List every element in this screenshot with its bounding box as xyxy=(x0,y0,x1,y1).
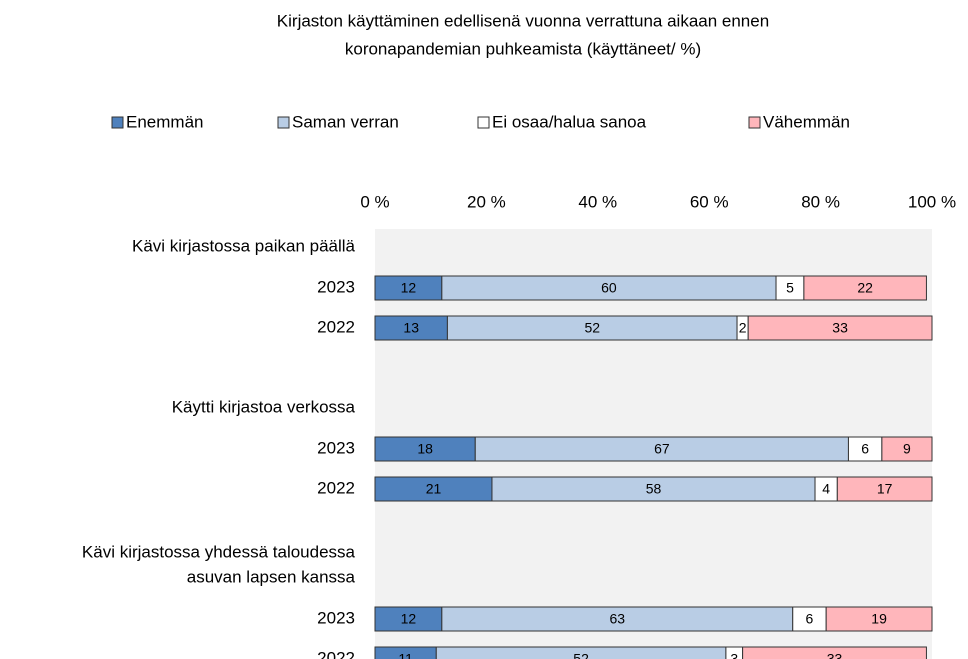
legend-label: Ei osaa/halua sanoa xyxy=(492,112,647,131)
bar-segment xyxy=(775,275,805,301)
bar-segment xyxy=(847,436,883,462)
bar-segment xyxy=(374,436,476,462)
x-tick-label: 80 % xyxy=(801,192,840,211)
bar-segment xyxy=(374,646,437,659)
bar-segment xyxy=(792,606,827,632)
legend-swatch xyxy=(277,116,290,129)
value-label: 13 xyxy=(403,320,419,336)
chart-title: Kirjaston käyttäminen edellisenä vuonna … xyxy=(277,11,769,30)
value-label: 21 xyxy=(426,481,442,497)
bar-segment xyxy=(374,315,448,341)
legend-label: Enemmän xyxy=(126,112,203,131)
group-label: Käytti kirjastoa verkossa xyxy=(172,397,356,416)
legend-label: Saman verran xyxy=(292,112,399,131)
group-label: Kävi kirjastossa yhdessä taloudessa xyxy=(82,542,356,561)
value-label: 18 xyxy=(417,441,433,457)
x-tick-label: 40 % xyxy=(578,192,617,211)
value-label: 17 xyxy=(877,481,893,497)
group-label: asuvan lapsen kanssa xyxy=(187,567,356,586)
value-label: 4 xyxy=(822,481,830,497)
x-tick-label: 100 % xyxy=(908,192,956,211)
bar-segment xyxy=(441,275,777,301)
x-tick-label: 20 % xyxy=(467,192,506,211)
value-label: 5 xyxy=(786,280,794,296)
value-label: 3 xyxy=(730,651,738,659)
bar-segment xyxy=(374,606,443,632)
value-label: 6 xyxy=(861,441,869,457)
y-tick-label: 2022 xyxy=(317,648,355,659)
bar-segment xyxy=(725,646,744,659)
bar-segment xyxy=(825,606,933,632)
bar-segment xyxy=(446,315,738,341)
y-tick-label: 2023 xyxy=(317,438,355,457)
legend-label: Vähemmän xyxy=(763,112,850,131)
bar-segment xyxy=(474,436,849,462)
legend-swatch xyxy=(111,116,124,129)
value-label: 12 xyxy=(401,611,417,627)
value-label: 33 xyxy=(832,320,848,336)
value-label: 60 xyxy=(601,280,617,296)
bar-segment xyxy=(374,476,493,502)
y-tick-label: 2023 xyxy=(317,277,355,296)
bar-segment xyxy=(747,315,933,341)
chart-title: koronapandemian puhkeamista (käyttäneet/… xyxy=(345,39,701,58)
value-label: 67 xyxy=(654,441,670,457)
group-label: Kävi kirjastossa paikan päällä xyxy=(132,236,356,255)
bar-segment xyxy=(836,476,933,502)
bar-segment xyxy=(374,275,443,301)
value-label: 33 xyxy=(827,651,843,659)
y-tick-label: 2022 xyxy=(317,478,355,497)
bar-segment xyxy=(742,646,927,659)
bar-segment xyxy=(881,436,933,462)
value-label: 52 xyxy=(573,651,589,659)
x-tick-label: 0 % xyxy=(360,192,389,211)
value-label: 6 xyxy=(806,611,814,627)
y-tick-label: 2022 xyxy=(317,317,355,336)
bar-segment xyxy=(803,275,927,301)
value-label: 2 xyxy=(739,320,747,336)
value-label: 52 xyxy=(584,320,600,336)
value-label: 12 xyxy=(401,280,417,296)
value-label: 22 xyxy=(857,280,873,296)
value-label: 9 xyxy=(903,441,911,457)
x-tick-label: 60 % xyxy=(690,192,729,211)
value-label: 19 xyxy=(871,611,887,627)
legend-swatch xyxy=(748,116,761,129)
y-tick-label: 2023 xyxy=(317,608,355,627)
value-label: 63 xyxy=(610,611,626,627)
value-label: 58 xyxy=(646,481,662,497)
legend-swatch xyxy=(477,116,490,129)
value-label: 11 xyxy=(398,651,413,659)
bar-segment xyxy=(441,606,794,632)
bar-segment xyxy=(435,646,727,659)
